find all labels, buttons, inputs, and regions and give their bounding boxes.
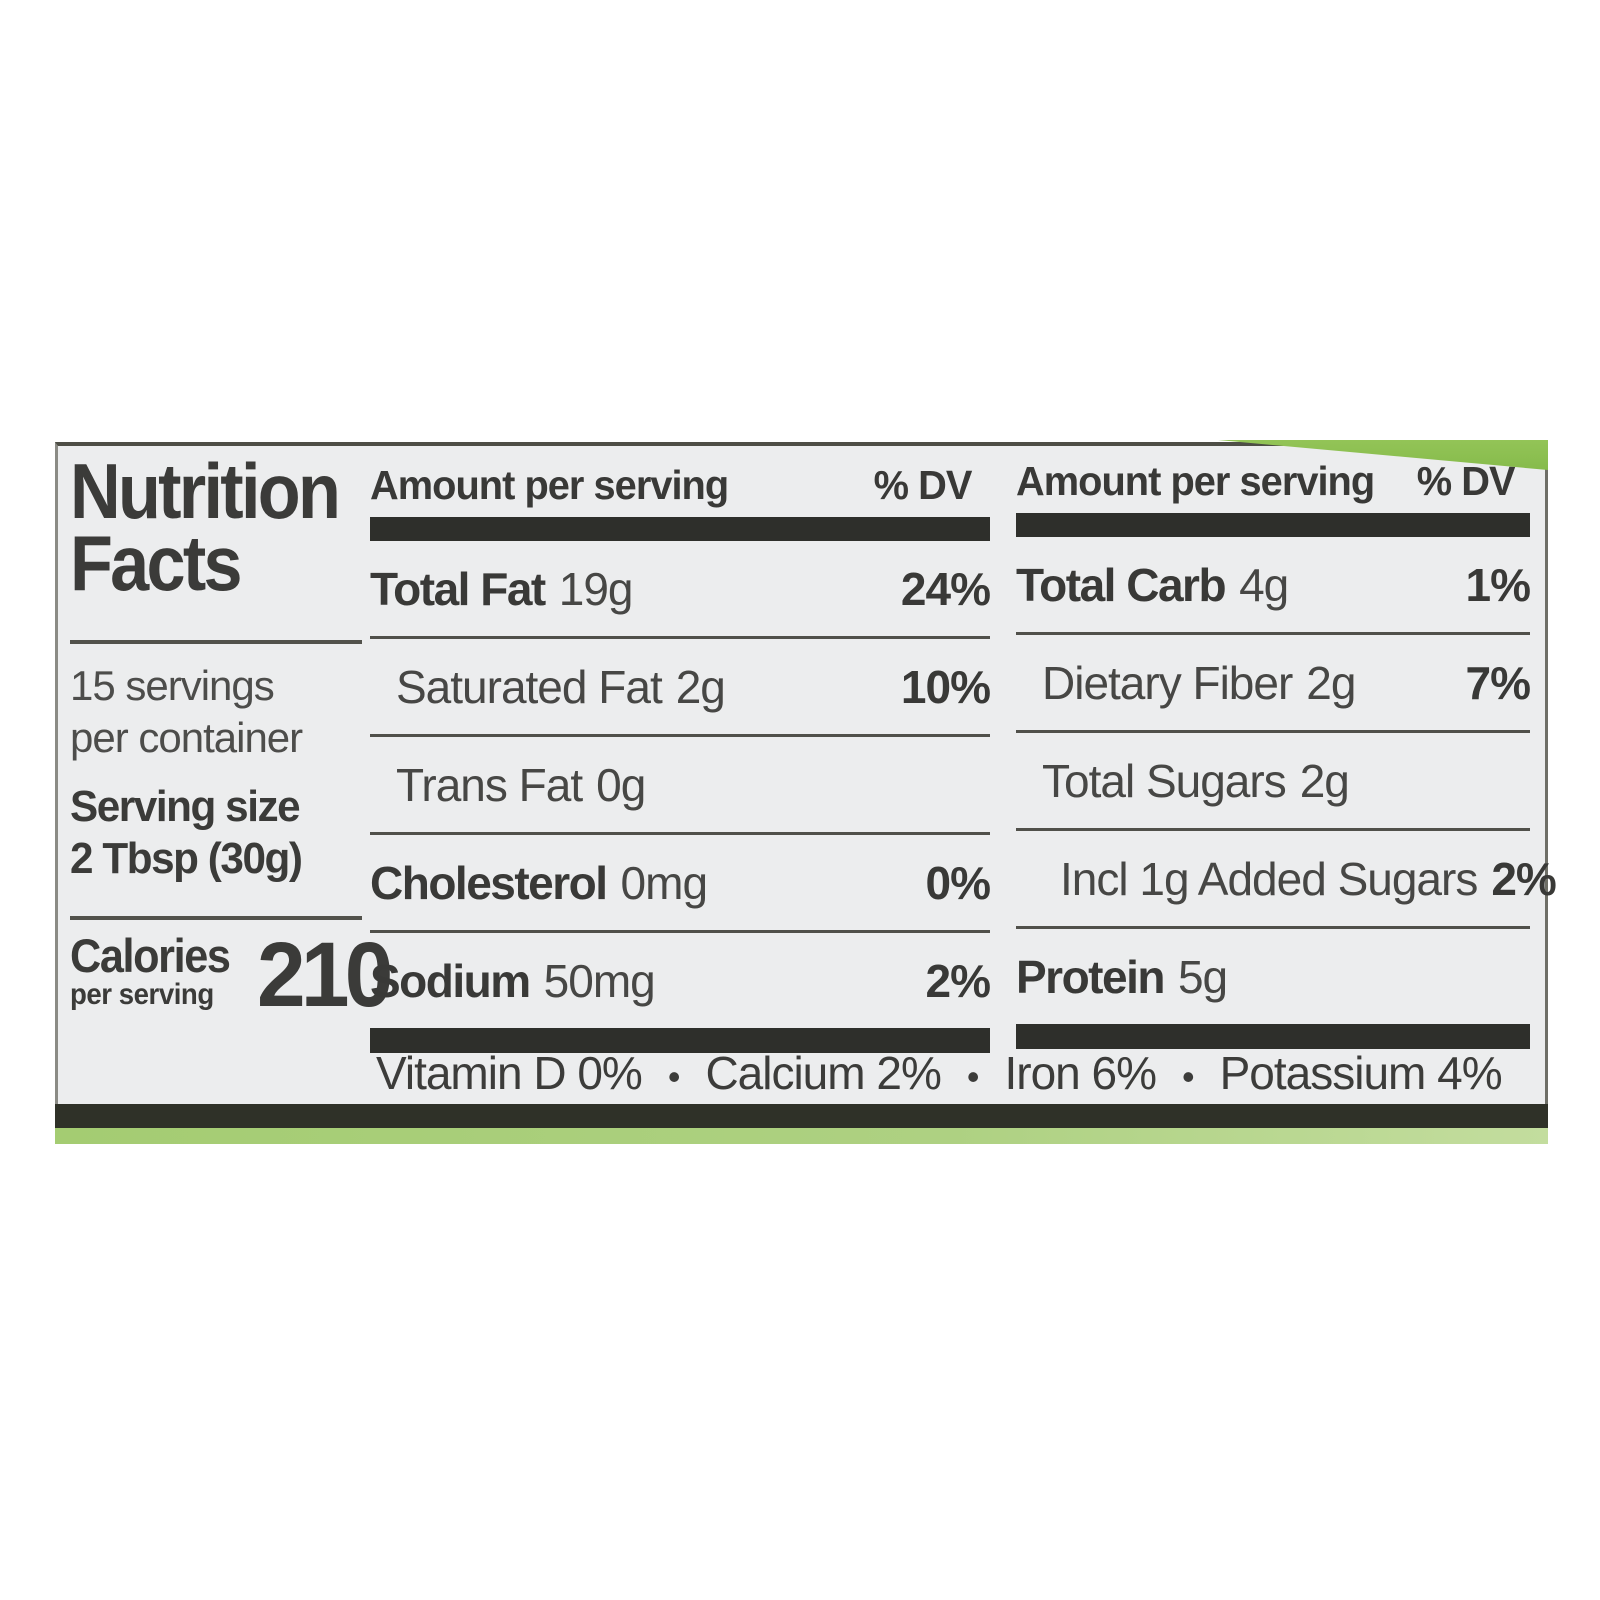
calories-labels: Calories per serving (70, 932, 243, 1011)
bullet-separator: • (667, 1056, 681, 1097)
nutrition-facts-panel: Nutrition Facts 15 servings per containe… (55, 442, 1557, 1106)
label-middle-column: Amount per serving % DV Total Fat 19g 24%… (370, 462, 991, 1053)
nutrient-amount: 2g (1306, 656, 1356, 709)
amount-per-serving-header: Amount per serving (1016, 458, 1375, 504)
serving-size: Serving size 2 Tbsp (30g) (70, 781, 350, 887)
servings-line2: per container (70, 714, 303, 761)
label-left-column: Nutrition Facts 15 servings per containe… (70, 447, 394, 1021)
calcium-value: Calcium 2% (705, 1047, 941, 1099)
serving-size-line1: Serving size (70, 781, 301, 831)
calories-value: 210 (257, 924, 393, 1027)
thick-bar (370, 517, 990, 541)
nutrient-row-cholesterol: Cholesterol 0mg 0% (370, 835, 991, 933)
thick-bar (1016, 513, 1530, 537)
nutrient-row-trans-fat: Trans Fat 0g (370, 737, 990, 835)
percent-dv-header: % DV (873, 462, 973, 508)
package-dark-strip (55, 1104, 1548, 1129)
package-green-strip (55, 1128, 1548, 1144)
nutrient-dv: 24% (900, 562, 991, 615)
middle-column-header: Amount per serving % DV (370, 462, 973, 509)
nutrient-amount: 5g (1177, 950, 1228, 1003)
nutrient-row-saturated-fat: Saturated Fat 2g 10% (370, 639, 991, 737)
percent-dv-header: % DV (1416, 458, 1516, 504)
vitamin-d-value: Vitamin D 0% (376, 1047, 643, 1099)
serving-size-line2: 2 Tbsp (30g) (70, 834, 303, 884)
calories-row: Calories per serving 210 (70, 929, 394, 1021)
nutrient-name: Total Sugars (1042, 754, 1287, 807)
thick-bar (1016, 1024, 1530, 1049)
nutrient-dv: 2% (1491, 852, 1556, 905)
nutrient-name: Cholesterol (370, 856, 608, 909)
nutrient-amount: 2g (1299, 754, 1350, 807)
bullet-separator: • (966, 1056, 980, 1097)
panel-title-line2: Facts (70, 518, 243, 607)
nutrition-label-photo: Nutrition Facts 15 servings per containe… (55, 440, 1557, 1144)
nutrient-name: Sodium (370, 954, 531, 1007)
panel-title: Nutrition Facts (70, 447, 341, 607)
nutrient-name: Total Fat (370, 562, 546, 615)
micronutrients-row: Vitamin D 0% • Calcium 2% • Iron 6% • Po… (376, 1046, 1526, 1100)
nutrient-dv: 0% (925, 856, 991, 909)
calories-per-serving: per serving (70, 978, 214, 1012)
nutrient-amount: 0mg (620, 856, 708, 909)
nutrient-amount: 2g (675, 660, 726, 713)
nutrient-name: Incl 1g Added Sugars (1060, 852, 1478, 905)
nutrient-name: Dietary Fiber (1042, 656, 1293, 709)
right-column-header: Amount per serving % DV (1016, 458, 1516, 505)
servings-per-container: 15 servings per container (70, 660, 362, 765)
nutrient-row-sodium: Sodium 50mg 2% (370, 933, 991, 1028)
nutrient-row-total-sugars: Total Sugars 2g (1016, 733, 1530, 831)
servings-line1: 15 servings (70, 661, 275, 709)
panel-title-line1: Nutrition (70, 447, 341, 535)
nutrient-name: Protein (1016, 950, 1165, 1003)
divider (70, 916, 362, 921)
nutrient-row-dietary-fiber: Dietary Fiber 2g 7% (1016, 635, 1531, 733)
nutrient-name: Saturated Fat (396, 660, 663, 713)
nutrient-amount: 4g (1239, 558, 1289, 611)
nutrient-row-added-sugars: Incl 1g Added Sugars 2% (1016, 831, 1557, 929)
nutrient-name: Total Carb (1016, 558, 1227, 611)
nutrient-row-protein: Protein 5g (1016, 929, 1530, 1024)
calories-word: Calories (70, 929, 231, 983)
amount-per-serving-header: Amount per serving (370, 462, 729, 508)
nutrient-dv: 10% (900, 660, 991, 713)
nutrient-row-total-carb: Total Carb 4g 1% (1016, 537, 1531, 635)
nutrient-dv: 7% (1465, 656, 1531, 709)
nutrient-amount: 50mg (543, 954, 656, 1007)
thick-bar (370, 1028, 990, 1053)
nutrient-amount: 19g (558, 562, 634, 615)
potassium-value: Potassium 4% (1219, 1047, 1503, 1099)
nutrient-name: Trans Fat (396, 758, 583, 811)
nutrient-dv: 1% (1465, 558, 1531, 611)
iron-value: Iron 6% (1004, 1047, 1157, 1099)
nutrient-dv: 2% (925, 954, 991, 1007)
label-right-column: Amount per serving % DV Total Carb 4g 1% … (1016, 458, 1557, 1049)
nutrient-row-total-fat: Total Fat 19g 24% (370, 541, 991, 639)
nutrient-amount: 0g (596, 758, 646, 811)
bullet-separator: • (1182, 1056, 1195, 1097)
divider (70, 639, 362, 644)
